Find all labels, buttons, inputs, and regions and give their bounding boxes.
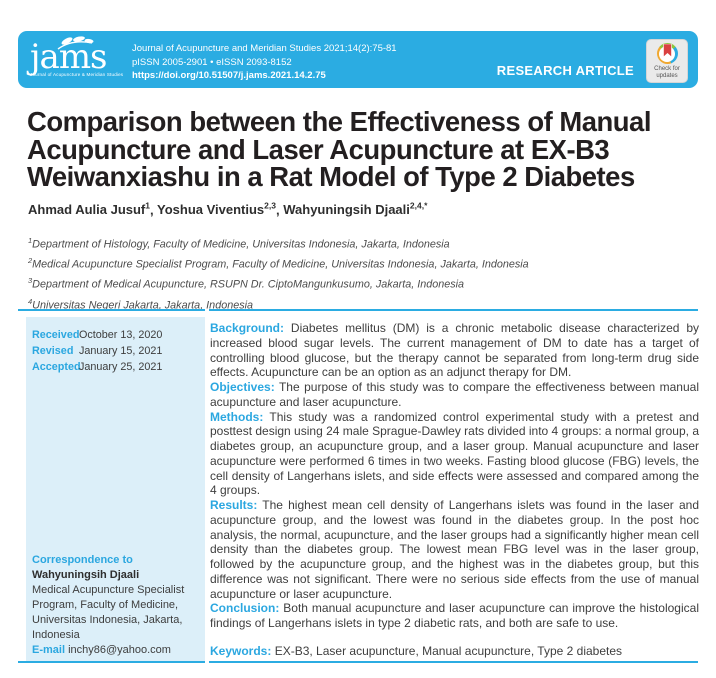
article-type-label: RESEARCH ARTICLE <box>496 63 634 78</box>
section-label: Results: <box>210 498 258 512</box>
journal-info: Journal of Acupuncture and Meridian Stud… <box>132 42 397 83</box>
article-meta-sidebar: Received October 13, 2020 Revised January 1… <box>26 317 205 661</box>
author-name: Ahmad Aulia Jusuf1 <box>28 201 150 218</box>
check-for-updates-badge[interactable]: Check for updates <box>646 39 688 83</box>
divider-top <box>18 309 698 311</box>
abstract-section: Background: Diabetes mellitus (DM) is a … <box>210 321 699 380</box>
affiliation-line: 3Department of Medical Acupuncture, RSUP… <box>28 276 465 291</box>
title-line: Weiwanxiashu in a Rat Model of Type 2 Di… <box>27 161 635 192</box>
logo-text: jams <box>30 37 108 77</box>
keywords-line: Keywords: EX-B3, Laser acupuncture, Manu… <box>210 643 623 658</box>
affiliations: 1Department of Histology, Faculty of Med… <box>28 233 529 314</box>
authors-line: Ahmad Aulia Jusuf1, Yoshua Viventius2,3,… <box>28 201 428 218</box>
bookmark-icon <box>662 44 672 58</box>
divider-bottom <box>18 661 698 663</box>
history-label: Received <box>32 329 80 341</box>
correspondence-name: Wahyuningsih Djaali <box>32 569 140 581</box>
journal-citation: Journal of Acupuncture and Meridian Stud… <box>132 43 397 54</box>
abstract-section: Methods: This study was a randomized con… <box>210 409 699 498</box>
jams-logo: jams Journal of Acupuncture & Meridian S… <box>30 36 124 77</box>
leaf-icon <box>57 36 94 50</box>
history-row: Received October 13, 2020 <box>32 327 199 343</box>
abstract-section: Conclusion: Both manual acupuncture and … <box>210 601 699 630</box>
abstract: Background: Diabetes mellitus (DM) is a … <box>210 321 699 659</box>
history-label: Revised <box>32 345 74 357</box>
history-value: January 25, 2021 <box>79 361 163 373</box>
title-line: Acupuncture and Laser Acupuncture at EX-… <box>27 133 610 165</box>
journal-header-bar: jams Journal of Acupuncture & Meridian S… <box>18 31 698 88</box>
history-row: Accepted January 25, 2021 <box>32 359 199 375</box>
correspondence-heading: Correspondence to <box>32 554 133 566</box>
email-line: E-mail inchy86@yahoo.com <box>32 643 199 658</box>
address-line: Universitas Indonesia, Jakarta, <box>32 614 183 626</box>
correspondence-block: Correspondence to Wahyuningsih Djaali Me… <box>32 553 199 658</box>
abstract-section: Results: The highest mean cell density o… <box>210 498 699 601</box>
article-title: Comparison between the Effectiveness of … <box>27 108 691 191</box>
affiliation-line: 1Department of Histology, Faculty of Med… <box>28 236 450 251</box>
history-label: Accepted <box>32 361 81 373</box>
abstract-section: Objectives: The purpose of this study wa… <box>210 380 699 409</box>
email-address[interactable]: inchy86@yahoo.com <box>68 644 171 656</box>
email-label: E-mail <box>32 644 66 656</box>
author-name: Yoshua Viventius2,3 <box>157 201 276 218</box>
history-row: Revised January 15, 2021 <box>32 343 199 359</box>
history-value: October 13, 2020 <box>79 329 163 341</box>
crossmark-label: Check for updates <box>654 66 680 79</box>
author-name: Wahyuningsih Djaali2,4,* <box>283 201 428 218</box>
section-label: Objectives: <box>210 380 275 394</box>
logo-subtitle: Journal of Acupuncture & Meridian Studie… <box>30 72 124 77</box>
article-history: Received October 13, 2020 Revised January 1… <box>32 327 199 375</box>
affiliation-line: 4Universitas Negeri Jakarta, Jakarta, In… <box>28 296 254 312</box>
issn-line: pISSN 2005-2901 • eISSN 2093-8152 <box>132 56 292 68</box>
address-line: Medical Acupuncture Specialist <box>32 584 185 596</box>
keywords-label: Keywords: <box>210 643 272 658</box>
section-label: Conclusion: <box>210 601 280 616</box>
section-label: Background: <box>210 321 285 335</box>
doi-link[interactable]: https://doi.org/10.51507/j.jams.2021.14.… <box>132 70 326 81</box>
address-line: Program, Faculty of Medicine, <box>32 599 179 611</box>
section-label: Methods: <box>210 409 264 424</box>
title-line: Comparison between the Effectiveness of … <box>27 106 651 137</box>
crossmark-icon <box>656 43 678 64</box>
correspondence-address: Medical Acupuncture Specialist Program, F… <box>32 583 199 643</box>
address-line: Indonesia <box>32 629 80 641</box>
history-value: January 15, 2021 <box>79 345 163 357</box>
affiliation-line: 2Medical Acupuncture Specialist Program,… <box>28 256 529 271</box>
